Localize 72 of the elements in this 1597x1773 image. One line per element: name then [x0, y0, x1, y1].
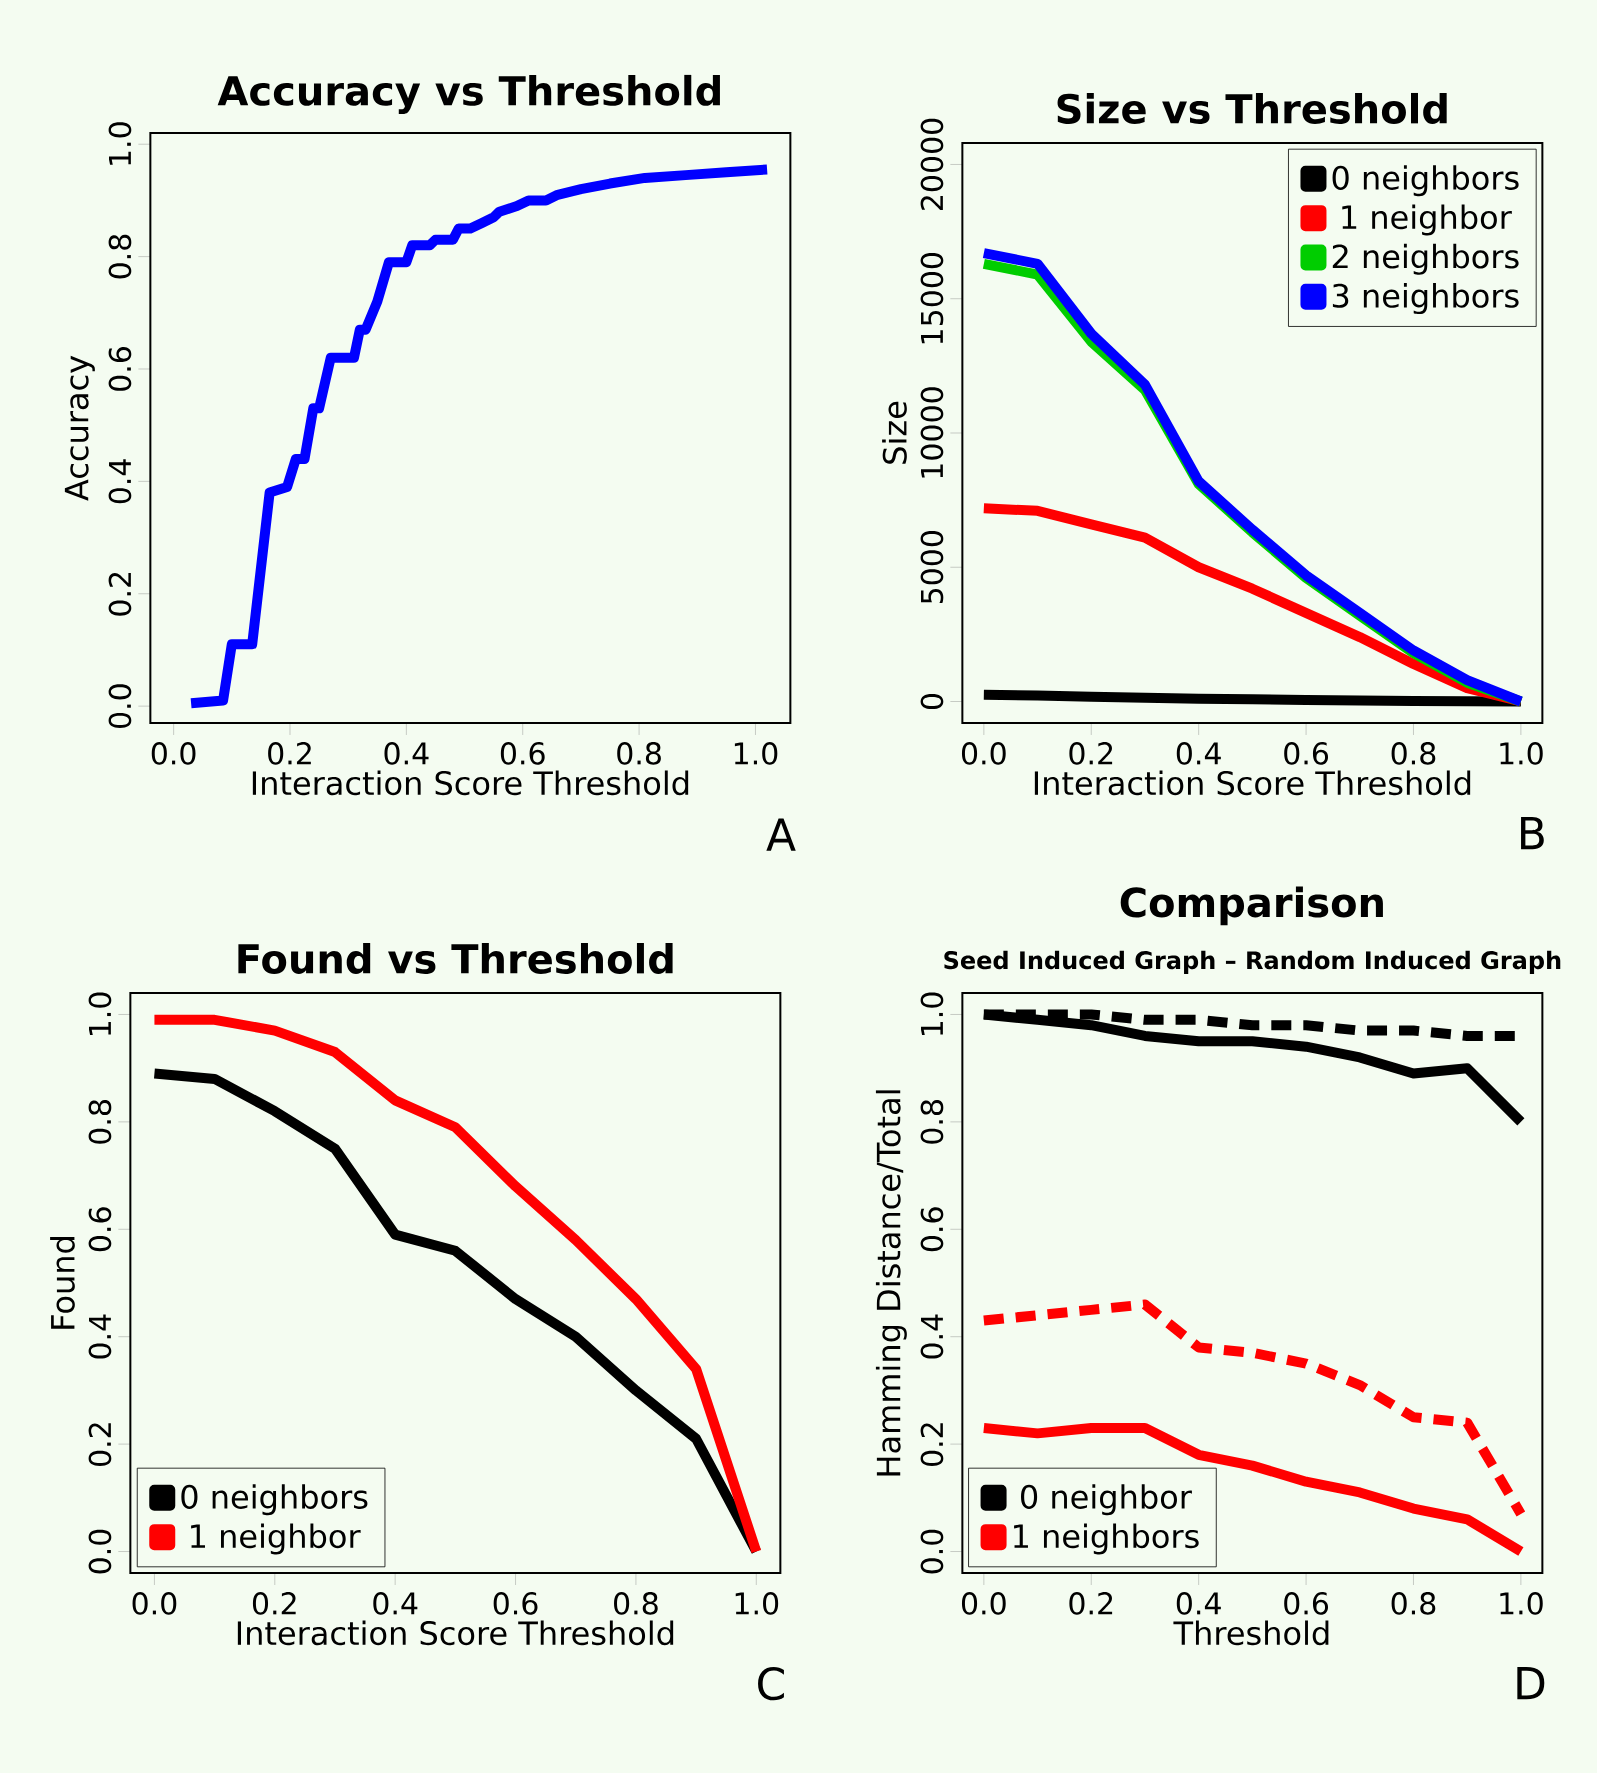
- y-tick-label: 0.6: [108, 347, 132, 391]
- y-tick-label: 0.2: [920, 1423, 944, 1466]
- x-tick-label: 0.0: [961, 742, 1006, 765]
- y-tick-label: 0: [920, 693, 944, 710]
- chart-title: Accuracy vs Threshold: [217, 74, 720, 114]
- legend-label: 1 neighbor: [1342, 204, 1512, 236]
- x-tick-label: 0.2: [1069, 742, 1112, 765]
- x-axis-title: Interaction Score Threshold: [1034, 770, 1470, 796]
- chart-title: Found vs Threshold: [238, 942, 673, 974]
- x-tick-label: 0.8: [617, 742, 661, 765]
- x-tick-label: 0.6: [1284, 742, 1328, 765]
- y-tick-label: 0.6: [88, 1207, 112, 1252]
- x-tick-label: 0.4: [384, 742, 429, 765]
- y-tick-label: 5000: [920, 531, 944, 604]
- y-tick-label: 0.0: [88, 1529, 112, 1574]
- y-tick-label: 10000: [920, 387, 944, 478]
- y-axis-title: Found: [49, 1237, 75, 1329]
- x-tick-label: 0.6: [1284, 1592, 1328, 1615]
- x-axis-title: Threshold: [1173, 1620, 1329, 1646]
- x-tick-label: 0.2: [267, 742, 311, 765]
- y-tick-label: 0.4: [88, 1314, 112, 1359]
- chart-title: Comparison: [1120, 886, 1383, 926]
- legend-label: 0 neighbors: [181, 1484, 368, 1516]
- x-axis-title: Interaction Score Threshold: [252, 770, 688, 796]
- y-tick-label: 0.2: [108, 572, 132, 616]
- legend-label: 0 neighbor: [1020, 1484, 1192, 1516]
- x-tick-label: 0.8: [1391, 742, 1436, 765]
- y-axis-title: Accuracy: [64, 355, 95, 501]
- chart-title: Size vs Threshold: [1057, 92, 1447, 124]
- legend-label: 1 neighbors: [1013, 1523, 1199, 1555]
- text: C: [757, 1667, 784, 1701]
- x-axis-title: Interaction Score Threshold: [237, 1620, 673, 1646]
- x-tick-label: 0.4: [373, 1592, 418, 1615]
- y-tick-label: 0.4: [920, 1314, 944, 1359]
- chart-subtitle: Seed Induced Graph – Random Induced Graph: [944, 950, 1561, 974]
- x-tick-label: 0.4: [1176, 1592, 1221, 1615]
- legend-label: 0 neighbors: [1332, 165, 1519, 197]
- y-tick-label: 0.8: [88, 1100, 112, 1144]
- y-tick-label: 1.0: [88, 992, 112, 1036]
- text: D: [1517, 1667, 1545, 1700]
- y-tick-label: 1.0: [108, 122, 132, 165]
- x-tick-label: 1.0: [1500, 1592, 1543, 1615]
- y-tick-label: 0.0: [108, 684, 132, 729]
- x-tick-label: 1.0: [1500, 742, 1543, 765]
- y-tick-label: 1.0: [920, 992, 944, 1036]
- text: B: [1520, 817, 1544, 850]
- y-tick-label: 0.4: [108, 459, 132, 504]
- x-tick-label: 0.6: [500, 742, 545, 765]
- legend-label: 1 neighbor: [190, 1523, 361, 1555]
- x-tick-label: 0.8: [613, 1592, 658, 1615]
- y-axis-title: Size: [881, 401, 907, 464]
- x-tick-label: 0.0: [151, 742, 196, 765]
- y-tick-label: 15000: [920, 253, 944, 344]
- x-tick-label: 0.2: [1069, 1592, 1112, 1615]
- x-tick-label: 0.6: [493, 1592, 538, 1615]
- text: A: [766, 818, 796, 851]
- y-tick-label: 0.0: [920, 1529, 944, 1574]
- y-tick-label: 0.8: [920, 1100, 944, 1144]
- x-tick-label: 0.0: [132, 1592, 177, 1615]
- legend-label: 2 neighbors: [1332, 243, 1519, 275]
- x-tick-label: 1.0: [734, 742, 778, 765]
- x-tick-label: 1.0: [735, 1592, 778, 1615]
- y-tick-label: 20000: [920, 118, 944, 210]
- x-tick-label: 0.0: [961, 1592, 1006, 1615]
- y-tick-label: 0.8: [108, 234, 132, 279]
- y-tick-label: 0.2: [88, 1423, 112, 1466]
- x-tick-label: 0.4: [1176, 742, 1221, 765]
- y-tick-label: 0.6: [920, 1207, 944, 1252]
- legend-label: 3 neighbors: [1332, 283, 1519, 315]
- y-axis-title: Hamming Distance/Total: [875, 1090, 907, 1476]
- x-tick-label: 0.2: [252, 1592, 296, 1615]
- x-tick-label: 0.8: [1391, 1592, 1436, 1615]
